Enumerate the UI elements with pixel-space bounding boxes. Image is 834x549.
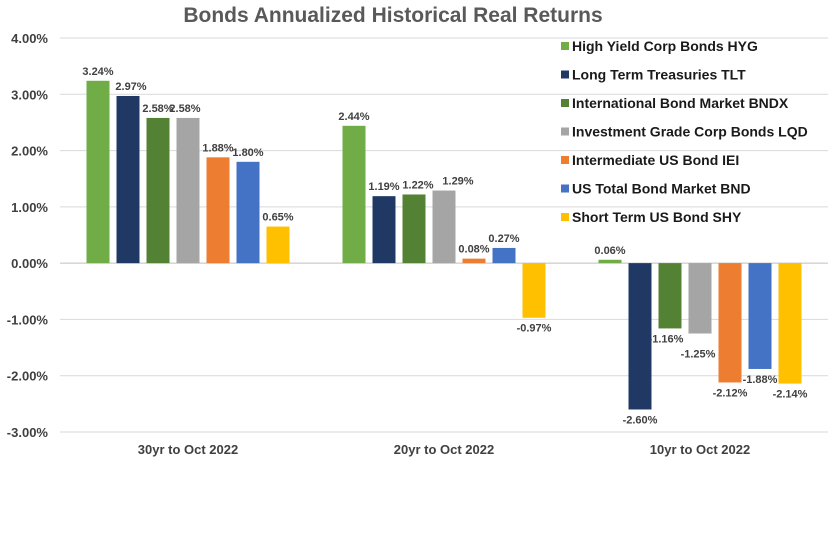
bar bbox=[266, 226, 290, 264]
data-label: 0.65% bbox=[262, 212, 293, 224]
legend-label: International Bond Market BNDX bbox=[572, 95, 789, 111]
bar bbox=[598, 259, 622, 264]
data-label: 0.27% bbox=[488, 233, 519, 245]
data-label: -0.97% bbox=[517, 323, 552, 335]
data-label: 1.80% bbox=[232, 147, 263, 159]
y-tick-label: 4.00% bbox=[11, 31, 48, 46]
bar bbox=[236, 161, 260, 264]
data-label: -2.12% bbox=[713, 387, 748, 399]
data-label: 2.58% bbox=[169, 103, 200, 115]
data-label: -1.25% bbox=[681, 349, 716, 361]
legend-label: Investment Grade Corp Bonds LQD bbox=[572, 124, 808, 140]
bars bbox=[86, 80, 802, 410]
legend-label: Long Term Treasuries TLT bbox=[572, 67, 746, 83]
x-tick-label: 20yr to Oct 2022 bbox=[394, 442, 494, 457]
y-tick-label: -2.00% bbox=[7, 369, 49, 384]
data-label: 1.29% bbox=[442, 176, 473, 188]
chart-title: Bonds Annualized Historical Real Returns bbox=[183, 4, 602, 27]
legend-label: High Yield Corp Bonds HYG bbox=[572, 38, 758, 54]
data-label: -2.14% bbox=[773, 389, 808, 401]
bar bbox=[116, 95, 140, 264]
data-labels: 3.24%2.97% 2.58%2.58% 1.88%1.80% 0.65% 2.44%… bbox=[82, 66, 807, 427]
legend-label: Intermediate US Bond IEI bbox=[572, 152, 739, 168]
legend-swatch bbox=[561, 42, 569, 50]
data-label: 0.08% bbox=[458, 244, 489, 256]
bar bbox=[86, 80, 110, 264]
data-label: -2.60% bbox=[623, 414, 658, 426]
data-label: -1.88% bbox=[743, 374, 778, 386]
legend-swatch bbox=[561, 99, 569, 107]
x-axis: 30yr to Oct 2022 20yr to Oct 2022 10yr to … bbox=[138, 442, 750, 457]
legend-label: US Total Bond Market BND bbox=[572, 181, 751, 197]
y-tick-label: 0.00% bbox=[11, 256, 48, 271]
legend-swatch bbox=[561, 213, 569, 221]
bar bbox=[146, 117, 170, 264]
bar bbox=[372, 196, 396, 264]
data-label: 2.58% bbox=[142, 103, 173, 115]
legend-swatch bbox=[561, 184, 569, 193]
legend-swatch bbox=[561, 127, 569, 136]
bar bbox=[522, 263, 546, 318]
bar bbox=[462, 258, 486, 264]
legend-swatch bbox=[561, 70, 569, 79]
y-tick-label: 3.00% bbox=[11, 87, 48, 102]
data-label: 2.44% bbox=[338, 111, 369, 123]
data-label: 1.88% bbox=[202, 142, 233, 154]
data-label: 2.97% bbox=[115, 81, 146, 93]
bar bbox=[718, 263, 742, 383]
bar bbox=[748, 263, 772, 369]
x-tick-label: 10yr to Oct 2022 bbox=[650, 442, 750, 457]
bar bbox=[492, 247, 516, 264]
legend: High Yield Corp Bonds HYG Long Term Treas… bbox=[561, 38, 808, 225]
bar bbox=[658, 263, 682, 329]
y-tick-label: 1.00% bbox=[11, 200, 48, 215]
bar bbox=[688, 263, 712, 334]
bar bbox=[432, 190, 456, 264]
bar bbox=[206, 157, 230, 264]
data-label: -1.16% bbox=[649, 333, 684, 345]
y-tick-label: 2.00% bbox=[11, 144, 48, 159]
data-label: 3.24% bbox=[82, 66, 113, 78]
data-label: 1.22% bbox=[402, 179, 433, 191]
x-tick-label: 30yr to Oct 2022 bbox=[138, 442, 238, 457]
bar bbox=[176, 117, 200, 264]
bar bbox=[402, 194, 426, 264]
bar bbox=[342, 125, 366, 264]
bar bbox=[628, 263, 652, 410]
y-axis: 4.00% 3.00% 2.00% 1.00% 0.00% -1.00% -2.00% -3.… bbox=[7, 31, 49, 440]
bar bbox=[778, 263, 802, 384]
legend-label: Short Term US Bond SHY bbox=[572, 209, 742, 225]
data-label: 1.19% bbox=[368, 181, 399, 193]
legend-swatch bbox=[561, 156, 569, 164]
data-label: 0.06% bbox=[594, 245, 625, 257]
y-tick-label: -1.00% bbox=[7, 312, 49, 327]
y-tick-label: -3.00% bbox=[7, 425, 49, 440]
